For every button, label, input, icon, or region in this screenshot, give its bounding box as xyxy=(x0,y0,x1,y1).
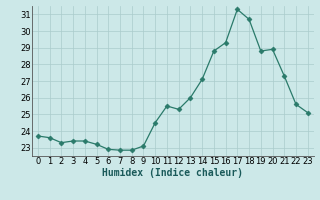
X-axis label: Humidex (Indice chaleur): Humidex (Indice chaleur) xyxy=(102,168,243,178)
